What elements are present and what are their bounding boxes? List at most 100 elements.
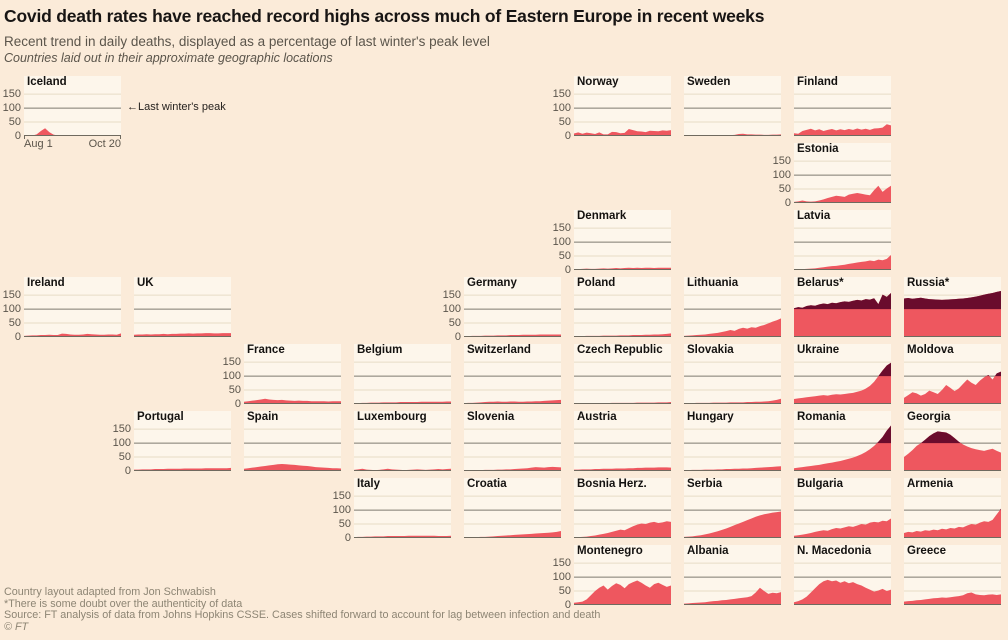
area-chart [134, 428, 231, 471]
area-chart [684, 294, 781, 337]
country-label: Serbia [687, 478, 723, 490]
country-label: Slovakia [687, 344, 734, 356]
y-tick-50: 50 [558, 249, 571, 262]
area-chart [464, 495, 561, 538]
country-label: Italy [357, 478, 381, 490]
page-title: Covid death rates have reached record hi… [4, 6, 765, 26]
area-chart [574, 361, 671, 404]
country-label: Croatia [467, 478, 507, 490]
area-series [684, 511, 781, 538]
chart-panel-greece: Greece [904, 545, 1001, 605]
area-chart [354, 428, 451, 471]
y-tick-50: 50 [338, 517, 351, 530]
country-label: Romania [797, 411, 846, 423]
y-tick-50: 50 [558, 584, 571, 597]
area-series [464, 466, 561, 471]
area-series [464, 531, 561, 538]
area-chart [684, 428, 781, 471]
country-label: Estonia [797, 143, 839, 155]
country-label: Czech Republic [577, 344, 663, 356]
area-series [574, 580, 671, 605]
country-label: Sweden [687, 76, 731, 88]
chart-panel-montenegro: Montenegro 150 100 50 0 [553, 545, 671, 610]
area-chart [354, 361, 451, 404]
area-chart [134, 294, 231, 337]
area-series [684, 466, 781, 471]
area-chart [684, 562, 781, 605]
chart-panel-slovakia: Slovakia [684, 344, 781, 404]
chart-panel-ukraine: Ukraine [794, 344, 891, 404]
chart-panel-romania: Romania [794, 411, 891, 471]
area-series [684, 398, 781, 404]
y-tick-150: 150 [2, 87, 21, 100]
y-tick-0: 0 [234, 397, 241, 410]
area-chart [244, 428, 341, 471]
y-tick-150: 150 [112, 422, 131, 435]
area-above-peak [876, 425, 891, 444]
area-chart [904, 562, 1001, 605]
y-tick-0: 0 [14, 330, 21, 343]
chart-panel-bosnia-herz: Bosnia Herz. [574, 478, 671, 538]
country-label: Iceland [27, 76, 67, 88]
chart-panel-italy: Italy 150 100 50 0 [333, 478, 451, 543]
chart-panel-germany: Germany 150 100 50 0 [443, 277, 561, 342]
area-chart [794, 160, 891, 203]
country-label: Greece [907, 545, 947, 557]
y-tick-0: 0 [564, 263, 571, 276]
area-chart [24, 294, 121, 337]
area-series [464, 399, 561, 404]
country-label: Russia* [907, 277, 950, 289]
y-tick-100: 100 [2, 101, 21, 114]
country-label: Hungary [687, 411, 734, 423]
area-above-peak [986, 371, 1001, 377]
country-label: Finland [797, 76, 838, 88]
y-tick-100: 100 [772, 168, 791, 181]
chart-panel-luxembourg: Luxembourg [354, 411, 451, 471]
chart-panel-austria: Austria [574, 411, 671, 471]
area-chart [574, 562, 671, 605]
chart-panel-france: France 150 100 50 0 [223, 344, 341, 409]
area-series [904, 371, 1001, 404]
country-label: Montenegro [577, 545, 643, 557]
chart-panel-denmark: Denmark 150 100 50 0 [553, 210, 671, 275]
area-chart [574, 294, 671, 337]
country-label: Slovenia [467, 411, 515, 423]
area-series [794, 254, 891, 270]
area-chart [904, 495, 1001, 538]
area-chart [684, 495, 781, 538]
area-chart [794, 495, 891, 538]
chart-panel-norway: Norway 150 100 50 0 [553, 76, 671, 141]
country-label: Germany [467, 277, 517, 289]
area-chart [244, 361, 341, 404]
x-axis-end-tick [120, 136, 121, 139]
area-above-peak [920, 431, 961, 444]
y-tick-150: 150 [332, 489, 351, 502]
country-label: Armenia [907, 478, 954, 490]
country-label: Bulgaria [797, 478, 844, 490]
area-chart [464, 428, 561, 471]
y-tick-100: 100 [2, 302, 21, 315]
chart-panel-serbia: Serbia [684, 478, 781, 538]
area-series [794, 579, 891, 605]
chart-panel-uk: UK [134, 277, 231, 337]
area-series [794, 124, 891, 136]
area-chart [794, 562, 891, 605]
chart-panel-armenia: Armenia [904, 478, 1001, 538]
area-series [24, 128, 121, 136]
area-chart [574, 227, 671, 270]
area-series [794, 362, 891, 404]
country-label: Austria [577, 411, 617, 423]
footer-copyright: © FT [4, 620, 29, 633]
chart-panel-poland: Poland [574, 277, 671, 337]
area-chart [464, 294, 561, 337]
chart-panel-albania: Albania [684, 545, 781, 605]
country-label: N. Macedonia [797, 545, 872, 557]
area-series [904, 592, 1001, 605]
chart-panel-georgia: Georgia [904, 411, 1001, 471]
footer-source-line: Source: FT analysis of data from Johns H… [4, 609, 601, 621]
y-tick-50: 50 [778, 182, 791, 195]
chart-footer: Country layout adapted from Jon Schwabis… [4, 586, 601, 633]
area-above-peak [999, 508, 1001, 511]
y-tick-50: 50 [8, 316, 21, 329]
